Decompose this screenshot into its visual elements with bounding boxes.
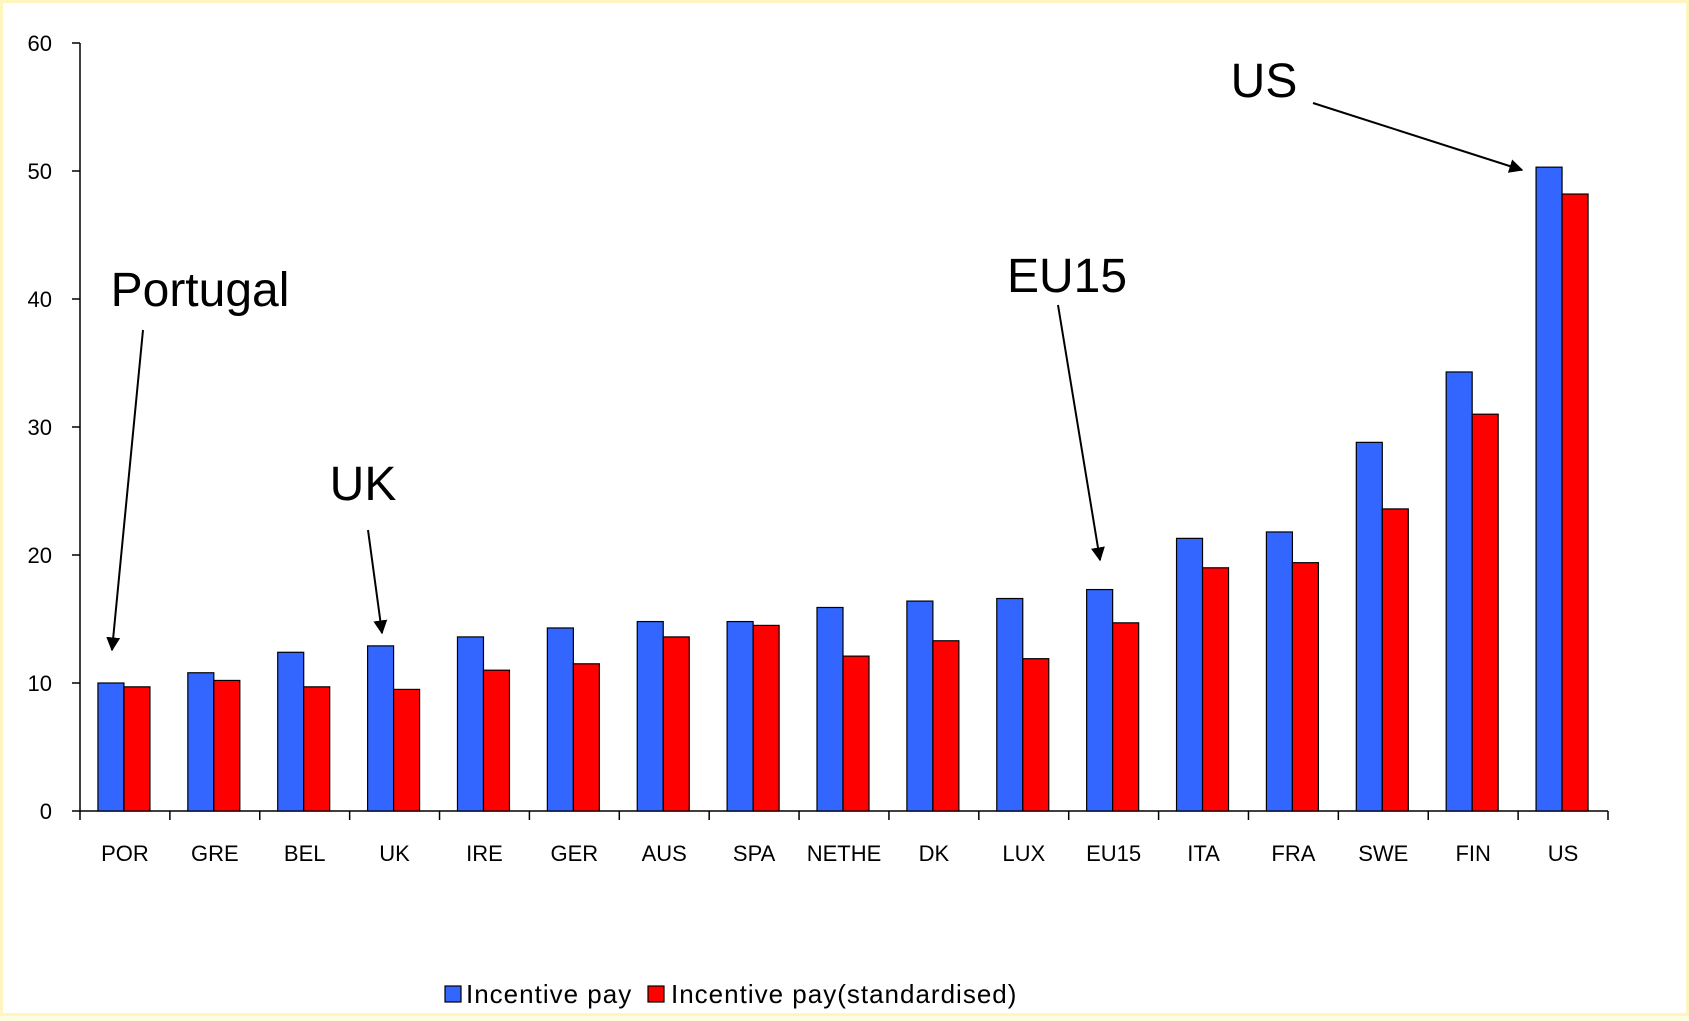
bar-incentive-pay bbox=[1086, 588, 1114, 812]
callout-label: Portugal bbox=[111, 264, 290, 317]
bar-incentive-pay bbox=[636, 620, 664, 812]
x-tick-label: NETHE bbox=[807, 841, 882, 866]
bar-incentive-pay-standardised bbox=[1022, 658, 1050, 812]
bar-incentive-pay-standardised bbox=[1381, 508, 1409, 812]
callout-label: US bbox=[1231, 55, 1298, 108]
bar-incentive-pay-standardised bbox=[1561, 193, 1589, 812]
y-tick-label: 50 bbox=[28, 159, 52, 184]
callout-label: EU15 bbox=[1007, 250, 1127, 303]
bar-incentive-pay-standardised bbox=[662, 636, 690, 812]
callout-arrow bbox=[367, 529, 388, 635]
bar-incentive-pay bbox=[1175, 537, 1204, 812]
bar-incentive-pay bbox=[816, 606, 844, 812]
legend-label: Incentive pay(standardised) bbox=[671, 979, 1017, 1009]
bar-incentive-pay bbox=[1265, 531, 1294, 812]
y-tick-label: 20 bbox=[28, 543, 52, 568]
bar-incentive-pay-standardised bbox=[482, 669, 511, 812]
x-tick-label: BEL bbox=[284, 841, 326, 866]
x-tick-label: GER bbox=[551, 841, 599, 866]
bar-incentive-pay bbox=[906, 600, 934, 812]
x-tick-label: POR bbox=[101, 841, 149, 866]
bar-incentive-pay-standardised bbox=[123, 686, 151, 812]
y-tick-label: 60 bbox=[28, 31, 52, 56]
bar-incentive-pay bbox=[97, 682, 125, 812]
x-tick-label: SWE bbox=[1358, 841, 1408, 866]
bar-incentive-pay bbox=[1355, 441, 1383, 812]
callout-arrow bbox=[1312, 102, 1524, 173]
chart-callouts: Portugal UK EU15 US bbox=[106, 55, 1524, 652]
bar-incentive-pay-standardised bbox=[1291, 562, 1320, 812]
chart-axes: 0 10 20 30 40 50 60 POR GRE BEL UK IRE GER AUS SPA NETH… bbox=[28, 31, 1609, 866]
x-tick-label: ITA bbox=[1187, 841, 1220, 866]
legend-swatch bbox=[647, 985, 665, 1003]
y-tick-label: 0 bbox=[40, 799, 52, 824]
x-tick-label: SPA bbox=[733, 841, 776, 866]
x-tick-label: AUS bbox=[642, 841, 687, 866]
x-tick-label: EU15 bbox=[1086, 841, 1141, 866]
bar-incentive-pay-standardised bbox=[842, 655, 870, 812]
bar-incentive-pay-standardised bbox=[1201, 567, 1230, 812]
x-tick-label: FIN bbox=[1455, 841, 1490, 866]
bar-incentive-pay-standardised bbox=[1471, 413, 1499, 812]
x-tick-label: LUX bbox=[1002, 841, 1045, 866]
bar-incentive-pay-standardised bbox=[572, 663, 600, 812]
bar-incentive-pay-standardised bbox=[213, 679, 241, 812]
legend-swatch bbox=[444, 985, 462, 1003]
legend-label: Incentive pay bbox=[466, 979, 632, 1009]
x-tick-label: FRA bbox=[1271, 841, 1315, 866]
chart-bars bbox=[97, 166, 1589, 812]
bar-incentive-pay-standardised bbox=[392, 688, 421, 812]
callout-arrow bbox=[106, 329, 144, 652]
bar-incentive-pay-standardised bbox=[752, 624, 780, 812]
bar-incentive-pay bbox=[456, 636, 485, 812]
bar-incentive-pay-standardised bbox=[932, 640, 960, 812]
bar-incentive-pay bbox=[546, 627, 574, 812]
callout-label: UK bbox=[330, 458, 397, 511]
bar-incentive-pay bbox=[1445, 371, 1473, 812]
y-tick-label: 10 bbox=[28, 671, 52, 696]
y-tick-label: 30 bbox=[28, 415, 52, 440]
x-tick-label: IRE bbox=[466, 841, 503, 866]
x-tick-label: DK bbox=[919, 841, 950, 866]
x-tick-label: UK bbox=[379, 841, 410, 866]
x-tick-label: US bbox=[1548, 841, 1579, 866]
bar-incentive-pay bbox=[996, 597, 1024, 812]
x-tick-label: GRE bbox=[191, 841, 239, 866]
bar-incentive-pay bbox=[187, 672, 215, 812]
bar-incentive-pay bbox=[277, 651, 305, 812]
callout-arrow bbox=[1057, 304, 1105, 562]
y-tick-label: 40 bbox=[28, 287, 52, 312]
bar-incentive-pay bbox=[366, 645, 395, 812]
chart-legend: Incentive pay Incentive pay(standardised) bbox=[444, 979, 1017, 1009]
bar-incentive-pay bbox=[1535, 166, 1563, 812]
bar-incentive-pay-standardised bbox=[303, 686, 331, 812]
bar-incentive-pay-standardised bbox=[1112, 622, 1140, 812]
bar-incentive-pay bbox=[726, 620, 754, 812]
